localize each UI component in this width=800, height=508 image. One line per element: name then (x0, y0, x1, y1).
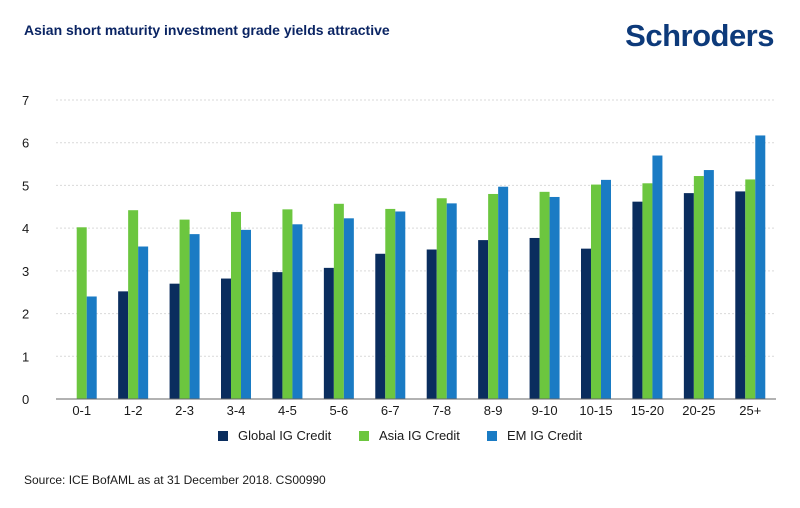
bar-asia-9-10 (539, 191, 550, 399)
x-tick-label: 0-1 (72, 403, 91, 418)
bar-global-2-3 (169, 283, 180, 399)
schroders-logo: Schroders (625, 18, 774, 53)
y-tick-label: 3 (22, 264, 29, 279)
x-tick-label: 3-4 (227, 403, 246, 418)
bar-em-6-7 (395, 211, 406, 399)
bar-global-6-7 (375, 253, 386, 399)
bar-asia-1-2 (128, 210, 139, 399)
x-tick-label: 9-10 (532, 403, 558, 418)
y-axis-ticks: 0 1 2 3 4 5 6 7 (22, 93, 29, 407)
y-tick-label: 1 (22, 349, 29, 364)
x-tick-label: 6-7 (381, 403, 400, 418)
legend-swatch-em (487, 431, 497, 441)
x-tick-label: 8-9 (484, 403, 503, 418)
x-tick-label: 15-20 (631, 403, 664, 418)
bar-asia-2-3 (179, 219, 190, 399)
bars (76, 135, 766, 399)
x-tick-label: 20-25 (682, 403, 715, 418)
bar-asia-25+ (745, 179, 756, 399)
bar-em-7-8 (446, 203, 457, 399)
bar-em-8-9 (498, 186, 509, 399)
bar-asia-5-6 (333, 203, 344, 399)
y-tick-label: 6 (22, 136, 29, 151)
y-tick-label: 7 (22, 93, 29, 108)
source-note: Source: ICE BofAML as at 31 December 201… (24, 473, 326, 487)
legend-label-asia: Asia IG Credit (379, 428, 460, 443)
bar-global-15-20 (632, 201, 643, 399)
bar-global-20-25 (683, 193, 694, 399)
x-axis-ticks: 0-1 1-2 2-3 3-4 4-5 5-6 6-7 7-8 8-9 9-10 10-15 15-2… (72, 403, 761, 418)
bar-em-3-4 (241, 229, 251, 399)
x-tick-label: 25+ (739, 403, 761, 418)
bar-global-25+ (735, 191, 746, 399)
legend-label-em: EM IG Credit (507, 428, 583, 443)
chart-title: Asian short maturity investment grade yi… (24, 22, 390, 38)
y-tick-label: 2 (22, 307, 29, 322)
y-tick-label: 5 (22, 178, 29, 193)
bar-global-9-10 (529, 237, 540, 399)
legend-swatch-global (218, 431, 228, 441)
bar-asia-7-8 (436, 198, 447, 399)
bar-em-15-20 (652, 155, 663, 399)
bar-em-5-6 (343, 218, 354, 399)
bar-em-2-3 (189, 234, 200, 399)
bar-em-4-5 (292, 224, 303, 399)
bar-global-3-4 (221, 278, 231, 399)
bar-asia-6-7 (385, 208, 396, 399)
bar-asia-0-1 (76, 227, 87, 399)
x-tick-label: 1-2 (124, 403, 143, 418)
bar-asia-4-5 (282, 209, 293, 399)
bar-global-8-9 (478, 240, 489, 399)
bar-global-10-15 (581, 248, 591, 399)
y-tick-label: 0 (22, 392, 29, 407)
x-tick-label: 2-3 (175, 403, 194, 418)
bar-global-4-5 (272, 272, 283, 399)
bar-em-1-2 (138, 246, 149, 399)
x-tick-label: 5-6 (329, 403, 348, 418)
legend: Global IG Credit Asia IG Credit EM IG Cred… (218, 428, 583, 443)
x-tick-label: 10-15 (579, 403, 612, 418)
legend-swatch-asia (359, 431, 369, 441)
bar-asia-15-20 (642, 183, 653, 399)
x-tick-label: 4-5 (278, 403, 297, 418)
bar-asia-10-15 (591, 184, 601, 399)
gridlines (56, 99, 776, 357)
bar-asia-8-9 (488, 193, 499, 399)
legend-label-global: Global IG Credit (238, 428, 332, 443)
bar-em-0-1 (86, 296, 97, 399)
bar-em-9-10 (549, 196, 560, 399)
bar-em-25+ (755, 135, 766, 399)
bar-global-1-2 (118, 291, 129, 399)
bar-global-7-8 (426, 249, 437, 399)
bar-asia-20-25 (693, 176, 704, 399)
bar-asia-3-4 (231, 211, 241, 399)
bar-em-10-15 (601, 179, 611, 399)
y-tick-label: 4 (22, 221, 29, 236)
bar-global-5-6 (323, 267, 334, 399)
x-tick-label: 7-8 (432, 403, 451, 418)
bar-em-20-25 (703, 170, 714, 399)
